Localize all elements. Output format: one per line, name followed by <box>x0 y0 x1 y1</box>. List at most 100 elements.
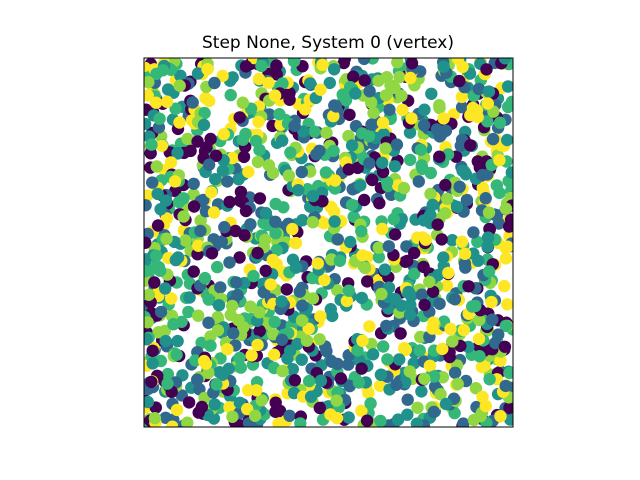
scatter-point <box>145 375 158 389</box>
scatter-point <box>324 303 337 316</box>
scatter-point <box>408 267 421 280</box>
scatter-point <box>363 85 376 98</box>
scatter-point <box>237 321 250 334</box>
scatter-point <box>433 99 446 112</box>
scatter-point <box>237 150 251 164</box>
scatter-point <box>227 327 240 340</box>
scatter-point <box>184 144 197 158</box>
scatter-point <box>173 79 186 92</box>
scatter-point <box>144 189 154 202</box>
scatter-point <box>207 206 221 219</box>
scatter-point <box>415 159 428 172</box>
scatter-point <box>144 117 152 131</box>
scatter-point <box>404 298 417 312</box>
scatter-point <box>479 192 492 205</box>
scatter-point <box>287 58 301 68</box>
scatter-point <box>146 344 159 357</box>
scatter-point <box>289 236 303 250</box>
scatter-point <box>182 305 195 319</box>
scatter-point <box>376 156 389 169</box>
scatter-point <box>224 308 237 322</box>
scatter-point <box>469 382 483 395</box>
scatter-point <box>313 401 326 415</box>
scatter-point <box>205 186 218 199</box>
scatter-point <box>337 58 350 70</box>
scatter-point <box>367 106 380 120</box>
scatter-point <box>259 264 272 277</box>
scatter-point <box>223 195 236 209</box>
scatter-point <box>329 100 343 113</box>
scatter-point <box>498 279 511 293</box>
scatter-point <box>503 401 513 414</box>
scatter-point <box>471 155 484 168</box>
scatter-point <box>202 366 215 380</box>
scatter-point <box>423 359 437 372</box>
scatter-point <box>446 234 459 247</box>
scatter-point <box>388 160 402 173</box>
scatter-point <box>404 71 417 85</box>
scatter-point <box>242 165 255 179</box>
scatter-point <box>269 396 282 409</box>
scatter-point <box>280 283 293 296</box>
scatter-point <box>226 299 239 313</box>
scatter-point <box>272 417 285 427</box>
scatter-point <box>324 408 337 421</box>
scatter-point <box>253 324 266 338</box>
scatter-point <box>378 263 392 276</box>
scatter-point <box>177 210 190 223</box>
scatter-point <box>262 159 276 172</box>
scatter-point <box>380 176 394 189</box>
scatter-point <box>270 244 283 257</box>
scatter-point <box>481 97 494 110</box>
scatter-point <box>144 265 152 278</box>
scatter-point <box>455 235 469 248</box>
scatter-point <box>476 168 489 182</box>
scatter-point <box>296 299 309 312</box>
scatter-point <box>405 58 419 70</box>
scatter-point <box>187 265 200 278</box>
scatter-point <box>170 348 183 361</box>
scatter-point <box>234 361 247 374</box>
scatter-point <box>494 410 507 423</box>
scatter-point <box>255 59 268 73</box>
scatter-point <box>289 261 303 274</box>
scatter-point <box>434 388 447 401</box>
scatter-point <box>382 240 395 253</box>
scatter-point <box>191 135 204 148</box>
scatter-point <box>379 89 393 102</box>
scatter-point <box>298 103 312 116</box>
scatter-point <box>192 309 205 322</box>
scatter-point <box>328 63 341 76</box>
scatter-point <box>252 115 265 128</box>
scatter-point <box>247 269 260 283</box>
scatter-point <box>325 200 338 214</box>
scatter-point <box>456 164 469 177</box>
scatter-point <box>427 370 441 383</box>
scatter-point <box>417 214 431 227</box>
scatter-point <box>276 364 289 378</box>
scatter-point <box>300 334 314 347</box>
scatter-point <box>273 108 286 121</box>
scatter-point <box>414 143 428 156</box>
scatter-point <box>306 189 320 203</box>
scatter-point <box>201 62 214 76</box>
scatter-point <box>187 177 200 190</box>
scatter-point <box>174 69 187 82</box>
scatter-point <box>232 173 245 186</box>
scatter-point <box>436 342 449 356</box>
scatter-point <box>306 216 320 229</box>
scatter-point <box>458 257 472 270</box>
scatter-point <box>455 101 469 114</box>
scatter-point <box>316 195 329 208</box>
plot-frame <box>143 57 514 428</box>
scatter-point <box>164 156 178 169</box>
scatter-point <box>268 315 281 329</box>
scatter-point <box>424 187 437 201</box>
scatter-point <box>480 63 493 76</box>
scatter-point <box>492 328 505 341</box>
scatter-point <box>388 81 401 95</box>
scatter-point <box>146 176 159 189</box>
scatter-point <box>418 372 431 385</box>
scatter-point <box>442 266 455 280</box>
scatter-point <box>462 280 475 293</box>
